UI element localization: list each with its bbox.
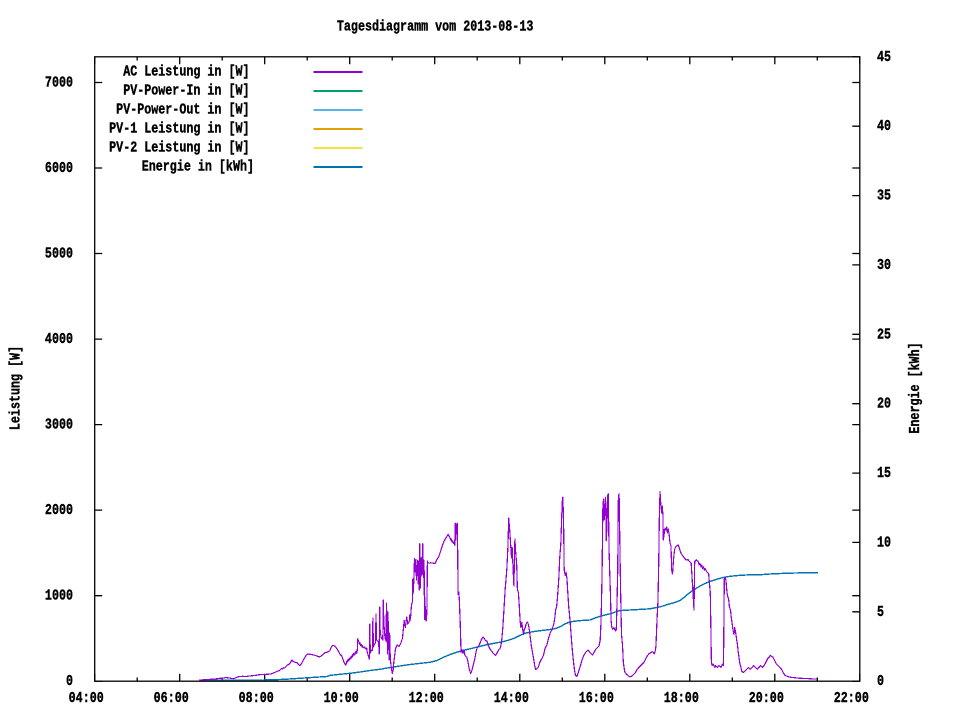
svg-text:18:00: 18:00 [664, 690, 699, 707]
svg-text:Energie [kWh]: Energie [kWh] [907, 342, 924, 433]
svg-text:22:00: 22:00 [834, 690, 869, 707]
svg-text:10:00: 10:00 [324, 690, 359, 707]
svg-text:Leistung [W]: Leistung [W] [7, 346, 24, 430]
svg-text:7000: 7000 [45, 74, 73, 91]
svg-text:20: 20 [877, 396, 891, 413]
svg-text:15: 15 [877, 465, 891, 482]
svg-text:AC Leistung in [W]: AC Leistung in [W] [123, 63, 249, 80]
svg-text:PV-2 Leistung in [W]: PV-2 Leistung in [W] [109, 139, 249, 156]
svg-text:20:00: 20:00 [749, 690, 784, 707]
svg-text:5: 5 [877, 604, 884, 621]
svg-text:Tagesdiagramm vom 2013-08-13: Tagesdiagramm vom 2013-08-13 [337, 18, 534, 35]
svg-text:35: 35 [877, 187, 891, 204]
svg-text:6000: 6000 [45, 160, 73, 177]
svg-text:1000: 1000 [45, 588, 73, 605]
svg-text:10: 10 [877, 534, 891, 551]
svg-text:4000: 4000 [45, 331, 73, 348]
svg-text:14:00: 14:00 [494, 690, 529, 707]
svg-text:30: 30 [877, 257, 891, 274]
svg-text:PV-1 Leistung in [W]: PV-1 Leistung in [W] [109, 120, 249, 137]
svg-text:06:00: 06:00 [154, 690, 189, 707]
svg-text:0: 0 [66, 673, 73, 690]
svg-text:12:00: 12:00 [409, 690, 444, 707]
svg-text:08:00: 08:00 [239, 690, 274, 707]
svg-text:16:00: 16:00 [579, 690, 614, 707]
svg-text:45: 45 [877, 49, 891, 66]
svg-text:2000: 2000 [45, 502, 73, 519]
svg-text:Energie in [kWh]: Energie in [kWh] [142, 158, 254, 175]
svg-text:0: 0 [877, 673, 884, 690]
svg-text:5000: 5000 [45, 245, 73, 262]
svg-text:3000: 3000 [45, 416, 73, 433]
svg-text:PV-Power-In in [W]: PV-Power-In in [W] [123, 82, 249, 99]
svg-text:40: 40 [877, 118, 891, 135]
svg-text:25: 25 [877, 326, 891, 343]
svg-text:PV-Power-Out in [W]: PV-Power-Out in [W] [116, 101, 249, 118]
svg-text:04:00: 04:00 [69, 690, 104, 707]
